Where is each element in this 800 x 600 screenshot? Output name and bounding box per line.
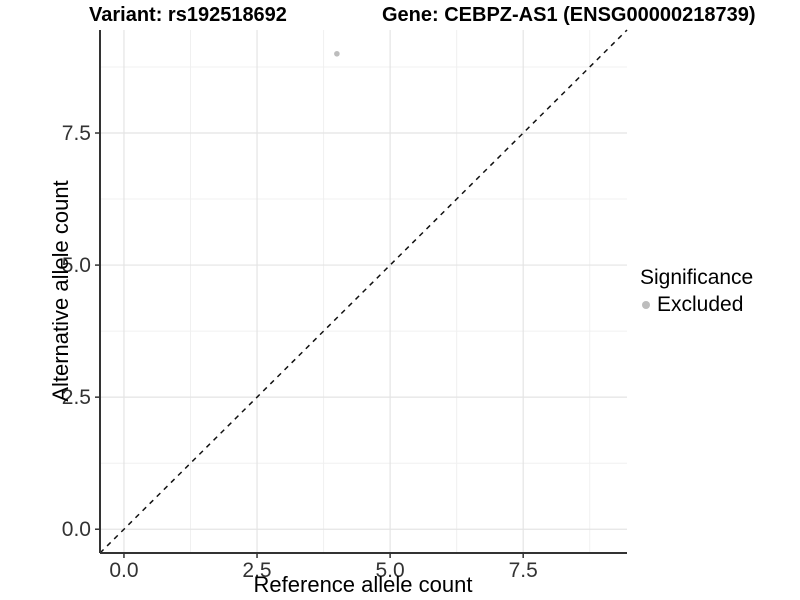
legend-title: Significance xyxy=(640,266,754,289)
y-tick-label: 2.5 xyxy=(62,386,91,409)
y-axis-title: Alternative allele count xyxy=(48,180,73,402)
gene-title: Gene: CEBPZ-AS1 (ENSG00000218739) xyxy=(382,4,756,26)
x-tick-label: 2.5 xyxy=(242,559,271,582)
y-tick-label: 7.5 xyxy=(62,122,91,145)
x-axis-title: Reference allele count xyxy=(253,572,473,597)
excluded-point-icon xyxy=(642,300,650,309)
y-tick-label: 5.0 xyxy=(62,254,91,277)
legend-item-excluded: Excluded xyxy=(640,291,753,318)
legend-item-label: Excluded xyxy=(657,293,744,316)
x-tick-label: 0.0 xyxy=(109,559,138,582)
y-tick-label: 0.0 xyxy=(62,518,91,541)
data-point-excluded xyxy=(334,50,340,57)
x-tick-label: 5.0 xyxy=(376,559,405,582)
identity-dashed-line xyxy=(99,29,628,554)
variant-title: Variant: rs192518692 xyxy=(89,4,287,26)
legend: Significance Excluded xyxy=(640,264,753,318)
x-tick-label: 7.5 xyxy=(509,559,538,582)
